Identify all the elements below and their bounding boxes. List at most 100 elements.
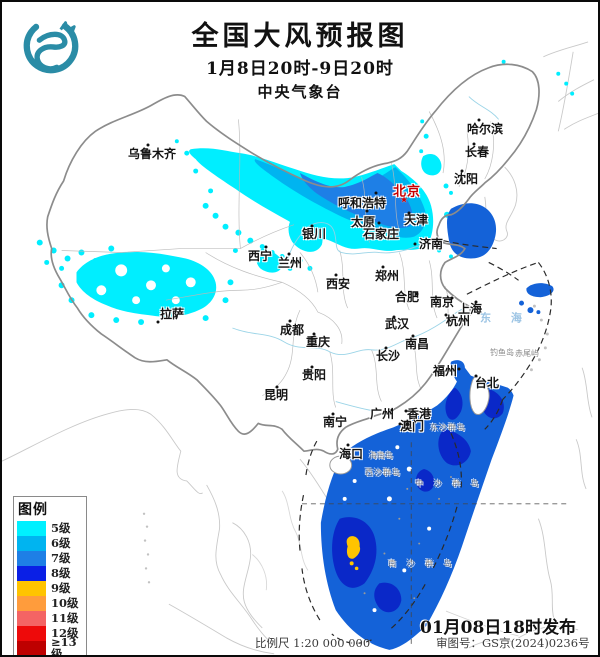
city-label: 长沙 bbox=[375, 349, 401, 363]
tibet-speckle-holes bbox=[96, 264, 196, 305]
map-scale: 比例尺 1:20 000 000 bbox=[255, 636, 371, 650]
city-label: 合肥 bbox=[394, 290, 420, 304]
legend-row: 11级 bbox=[17, 611, 86, 626]
city-label: 西安 bbox=[325, 277, 351, 291]
city-dot bbox=[346, 443, 350, 447]
city-label: 澳门 bbox=[399, 419, 425, 433]
city-dot bbox=[413, 242, 417, 246]
city-label: 北京 bbox=[392, 184, 422, 200]
legend-label: 11级 bbox=[51, 610, 79, 625]
city-dot bbox=[312, 332, 316, 336]
map-subtitle: 1月8日20时-9日20时 bbox=[206, 59, 394, 79]
city-dot bbox=[474, 300, 478, 304]
legend-swatch bbox=[17, 566, 46, 581]
city-label: 武汉 bbox=[384, 317, 410, 331]
city-dot bbox=[374, 191, 378, 195]
city-label: 杭州 bbox=[445, 314, 471, 328]
city-dot bbox=[415, 292, 419, 296]
city-dot bbox=[156, 320, 160, 324]
city-label: 拉萨 bbox=[159, 307, 185, 321]
city-label: 银川 bbox=[301, 227, 327, 241]
wind-sea-level9 bbox=[346, 536, 361, 571]
city-dot bbox=[460, 169, 464, 173]
city-label: 太原 bbox=[350, 215, 376, 229]
legend-label: 6级 bbox=[51, 535, 71, 550]
province-borders bbox=[61, 111, 494, 408]
city-dot bbox=[377, 221, 381, 225]
city-dot bbox=[411, 334, 415, 338]
city-label: 香港 bbox=[406, 407, 432, 421]
hainan-island bbox=[329, 455, 353, 475]
city-label: 海口 bbox=[338, 447, 364, 461]
graticule-dashed-lines bbox=[301, 442, 569, 648]
legend-row: 9级 bbox=[17, 581, 86, 596]
maritime-dashed-lines bbox=[298, 240, 552, 644]
city-dot bbox=[310, 224, 314, 228]
city-label: 成都 bbox=[279, 323, 305, 337]
sea-reef-specks bbox=[363, 476, 452, 600]
cma-logo-icon bbox=[20, 13, 82, 77]
city-label: 台北 bbox=[474, 376, 500, 390]
small-islands-dots bbox=[142, 304, 549, 584]
city-dot bbox=[310, 365, 314, 369]
city-label: 长春 bbox=[464, 145, 490, 159]
legend-label: 9级 bbox=[51, 580, 71, 595]
taiwan-island bbox=[469, 375, 490, 415]
legend-rows: 5级 6级 7级 8级 9级 10级 11级 12级 ≥13级 bbox=[17, 521, 86, 657]
city-dot bbox=[472, 142, 476, 146]
wind-sea-bohai bbox=[447, 203, 554, 315]
city-label: 西宁 bbox=[247, 249, 273, 263]
city-dot bbox=[477, 118, 481, 122]
legend-row: 12级 bbox=[17, 626, 86, 641]
sea-label: 南 沙 群 岛 bbox=[388, 559, 456, 568]
city-label: 石家庄 bbox=[362, 227, 400, 241]
city-label: 济南 bbox=[418, 237, 444, 251]
legend-label: 10级 bbox=[51, 595, 79, 610]
city-dot bbox=[288, 319, 292, 323]
legend-swatch bbox=[17, 626, 46, 641]
legend-swatch bbox=[17, 641, 46, 655]
city-dot bbox=[444, 313, 448, 317]
city-label: 广州 bbox=[369, 407, 395, 421]
release-time: 01月08日18时发布 bbox=[420, 618, 576, 638]
city-dot bbox=[457, 367, 461, 371]
legend-label: 8级 bbox=[51, 565, 71, 580]
capital-star-icon: ★ bbox=[399, 195, 409, 206]
city-dot bbox=[381, 265, 385, 269]
legend-row: 8级 bbox=[17, 566, 86, 581]
city-label: 南昌 bbox=[404, 337, 430, 351]
legend-row: 6级 bbox=[17, 536, 86, 551]
legend-label: 7级 bbox=[51, 550, 71, 565]
legend-row: 10级 bbox=[17, 596, 86, 611]
sea-label: 海南岛 bbox=[369, 451, 393, 460]
sea-white-specks bbox=[342, 445, 432, 613]
wind-sea-south bbox=[320, 360, 514, 650]
map-title: 全国大风预报图 bbox=[191, 21, 409, 52]
legend-row: 7级 bbox=[17, 551, 86, 566]
legend-label: 12级 bbox=[51, 625, 79, 640]
map-agency: 中央气象台 bbox=[257, 83, 343, 101]
approval-number: 审图号：GS京(2024)0236号 bbox=[436, 636, 590, 650]
city-label: 沈阳 bbox=[453, 172, 479, 186]
city-label: 乌鲁木齐 bbox=[127, 147, 177, 161]
city-dot bbox=[275, 385, 279, 389]
city-label: 福州 bbox=[432, 364, 458, 378]
city-dot bbox=[392, 315, 396, 319]
city-dot bbox=[407, 211, 411, 215]
sea-label: 赤尾屿 bbox=[515, 349, 539, 358]
sea-label: 东 海 bbox=[480, 311, 530, 325]
city-label: 重庆 bbox=[305, 335, 331, 349]
legend-row: 5级 bbox=[17, 521, 86, 536]
city-label: 呼和浩特 bbox=[337, 196, 387, 210]
city-label: 南京 bbox=[429, 295, 455, 309]
legend-label: ≥13级 bbox=[51, 635, 77, 657]
city-label: 贵阳 bbox=[301, 368, 327, 382]
city-label: 南宁 bbox=[322, 415, 348, 429]
city-dot bbox=[474, 374, 478, 378]
city-dot bbox=[334, 273, 338, 277]
city-dot bbox=[390, 408, 394, 412]
legend-swatch bbox=[17, 611, 46, 626]
legend-swatch bbox=[17, 521, 46, 536]
